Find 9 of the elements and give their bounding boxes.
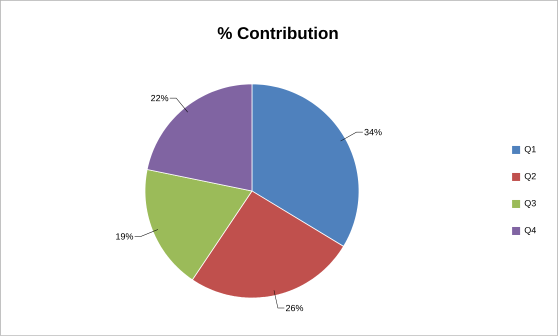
- legend-label: Q4: [524, 227, 536, 235]
- legend-label: Q1: [524, 146, 536, 154]
- data-label: 34%: [364, 128, 382, 136]
- data-label: 19%: [116, 233, 134, 240]
- data-label: 26%: [286, 304, 304, 312]
- chart-title: % Contribution: [218, 26, 338, 40]
- legend-label: Q3: [524, 200, 536, 208]
- data-label: 22%: [151, 94, 168, 102]
- legend-label: Q2: [524, 173, 536, 181]
